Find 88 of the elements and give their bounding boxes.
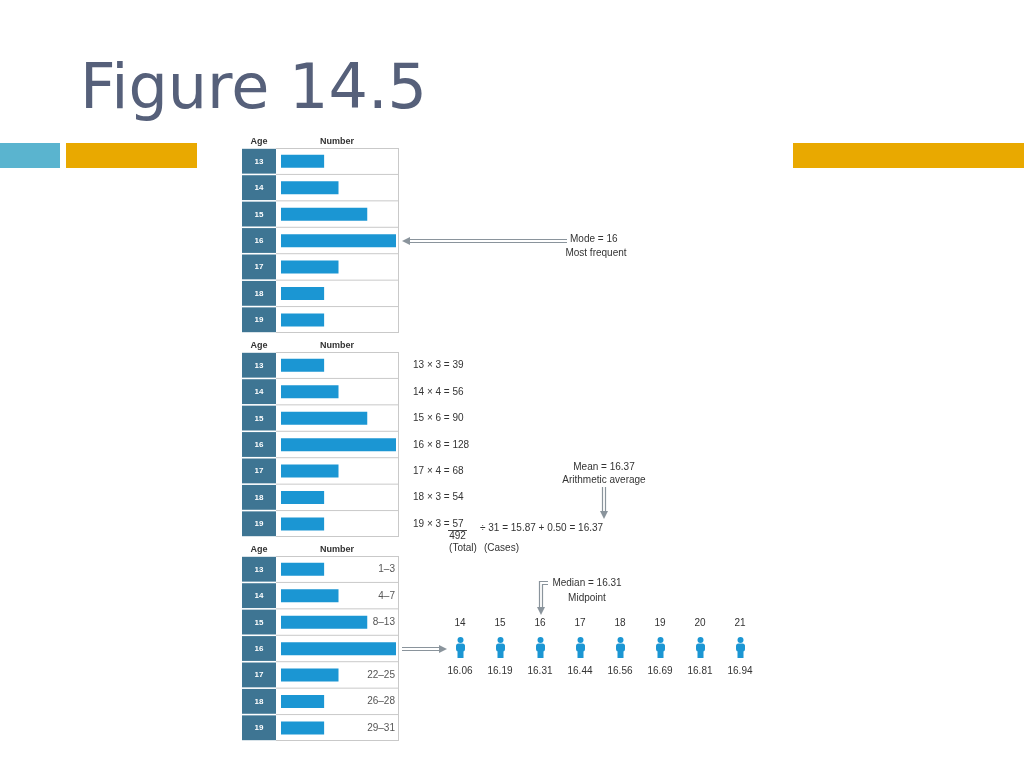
- text: 16 × 8 = 128: [413, 438, 470, 450]
- chart-title: Figure 14.5: [80, 50, 428, 123]
- y-tick-label: 16: [254, 644, 264, 653]
- annotation: 8–13: [372, 616, 395, 628]
- y-tick-label: 13: [254, 564, 264, 574]
- y-tick-label: 18: [254, 696, 264, 706]
- text: 16.19: [487, 665, 513, 676]
- text: 17 × 4 = 68: [413, 464, 464, 476]
- text: Most frequent: [565, 247, 627, 258]
- bar: [281, 464, 339, 478]
- text: (Total): [449, 542, 477, 553]
- bar: [281, 260, 339, 274]
- text: 16.06: [447, 665, 473, 676]
- bar: [281, 589, 339, 603]
- text: 16.44: [567, 665, 593, 676]
- bar: [281, 642, 396, 656]
- bar: [281, 385, 339, 399]
- y-tick-label: 19: [254, 519, 264, 529]
- y-tick-label: 18: [254, 288, 264, 298]
- y-tick-label: 19: [254, 315, 264, 325]
- y-tick-label: 19: [254, 723, 264, 733]
- y-tick-label: 15: [254, 413, 264, 423]
- text: Median = 16.31: [552, 577, 622, 588]
- text: 18 × 3 = 54: [413, 491, 464, 503]
- text: 16.31: [527, 665, 553, 676]
- text: 14: [454, 617, 466, 628]
- text: 16.56: [607, 665, 633, 676]
- y-tick-label: 13: [254, 156, 264, 166]
- text: 21: [734, 617, 746, 628]
- text: 17: [574, 617, 586, 628]
- text: 16: [534, 617, 546, 628]
- bar: [281, 668, 339, 682]
- x-axis-title: Number: [319, 135, 355, 146]
- text: 15: [494, 617, 506, 628]
- y-tick-label: 18: [254, 492, 264, 502]
- bar: [281, 411, 368, 425]
- annotation: 29–31: [367, 721, 395, 733]
- x-axis-title: Number: [319, 543, 355, 554]
- y-tick-label: 16: [254, 440, 264, 449]
- text: 16.81: [687, 665, 713, 676]
- text: 19 × 3 = 57: [413, 517, 464, 529]
- y-tick-label: 14: [254, 183, 264, 193]
- bar: [281, 358, 325, 372]
- text: ÷ 31 = 15.87 + 0.50 = 16.37: [480, 522, 604, 533]
- y-tick-label: 14: [254, 591, 264, 601]
- text: 13 × 3 = 39: [413, 359, 464, 371]
- text: Mode = 16: [570, 233, 618, 244]
- y-tick-label: 14: [254, 387, 264, 397]
- y-axis-title: Age: [250, 135, 268, 146]
- bar: [281, 517, 325, 531]
- annotation: 26–28: [367, 695, 395, 707]
- y-tick-label: 13: [254, 360, 264, 370]
- text: 19: [654, 617, 666, 628]
- text: Arithmetic average: [562, 474, 646, 485]
- bar: [281, 154, 325, 168]
- bar: [281, 181, 339, 195]
- text: 15 × 6 = 90: [413, 412, 464, 424]
- text: Mean = 16.37: [573, 461, 635, 472]
- annotation: 22–25: [367, 668, 395, 680]
- y-tick-label: 15: [254, 617, 264, 627]
- annotation: 1–3: [378, 563, 395, 575]
- bar: [281, 287, 325, 301]
- annotation: 4–7: [378, 589, 395, 601]
- bar: [281, 615, 368, 629]
- y-axis-title: Age: [250, 339, 268, 350]
- text: 14 × 4 = 56: [413, 385, 464, 397]
- y-axis-title: Age: [250, 543, 268, 554]
- text: (Cases): [483, 542, 520, 553]
- bar: [281, 721, 325, 735]
- x-axis-title: Number: [319, 339, 355, 350]
- bar: [281, 438, 396, 452]
- y-tick-label: 17: [254, 262, 264, 272]
- y-tick-label: 17: [254, 670, 264, 680]
- y-tick-label: 15: [254, 209, 264, 219]
- text: 492: [449, 530, 466, 541]
- bar: [281, 491, 325, 505]
- text: 20: [694, 617, 706, 628]
- y-tick-label: 16: [254, 236, 264, 245]
- text: 18: [614, 617, 626, 628]
- y-tick-label: 17: [254, 466, 264, 476]
- bar: [281, 313, 325, 327]
- text: 16.94: [727, 665, 753, 676]
- bar: [281, 234, 396, 248]
- bar: [281, 562, 325, 576]
- bar: [281, 695, 325, 709]
- text: Midpoint: [568, 592, 606, 603]
- bar: [281, 207, 368, 221]
- text: 16.69: [647, 665, 673, 676]
